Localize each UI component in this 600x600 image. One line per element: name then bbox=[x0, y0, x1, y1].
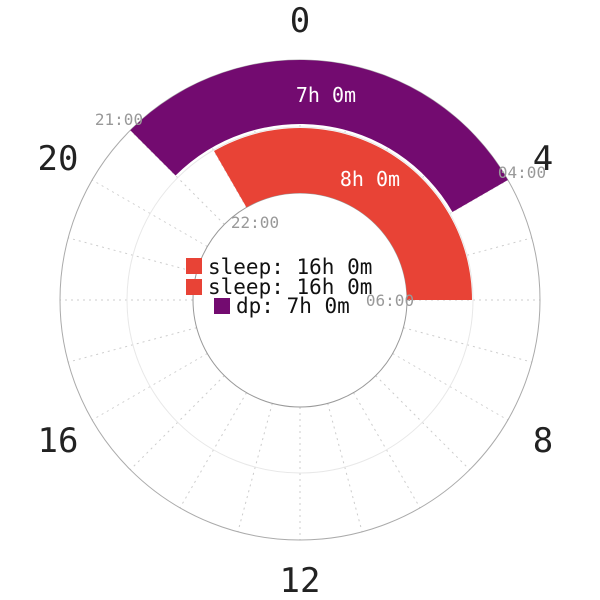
hour-tick-20: 20 bbox=[38, 139, 79, 179]
middle-ring bbox=[126, 126, 474, 474]
legend-swatch-sleep-2 bbox=[186, 279, 202, 295]
legend-swatch-sleep-1 bbox=[186, 258, 202, 274]
outer-ring bbox=[59, 59, 541, 541]
legend-label-sleep-2: sleep: 16h 0m bbox=[208, 275, 372, 299]
hour-tick-0: 0 bbox=[290, 1, 310, 41]
dp-duration-label: 7h 0m bbox=[296, 83, 356, 107]
sleep-arc[interactable] bbox=[214, 128, 472, 300]
hour-grid-line bbox=[375, 129, 471, 225]
dp-end-time: 04:00 bbox=[498, 163, 546, 182]
hour-tick-8: 8 bbox=[533, 421, 553, 461]
legend-swatch-dp bbox=[214, 298, 230, 314]
legend: sleep: 16h 0m sleep: 16h 0m dp: 7h 0m bbox=[186, 255, 372, 318]
hour-tick-12: 12 bbox=[280, 561, 321, 600]
dp-start-time: 21:00 bbox=[95, 110, 143, 129]
hour-grid-line bbox=[375, 375, 471, 471]
sleep-start-time: 22:00 bbox=[231, 213, 279, 232]
dp-arc[interactable] bbox=[130, 60, 508, 212]
sleep-end-time: 06:00 bbox=[366, 291, 414, 310]
hour-tick-16: 16 bbox=[38, 421, 79, 461]
hour-grid-line bbox=[129, 375, 225, 471]
sleep-duration-label: 8h 0m bbox=[340, 167, 400, 191]
legend-label-dp: dp: 7h 0m bbox=[236, 294, 350, 318]
legend-label-sleep-1: sleep: 16h 0m bbox=[208, 255, 372, 279]
hour-tick-4: 4 bbox=[533, 139, 553, 179]
